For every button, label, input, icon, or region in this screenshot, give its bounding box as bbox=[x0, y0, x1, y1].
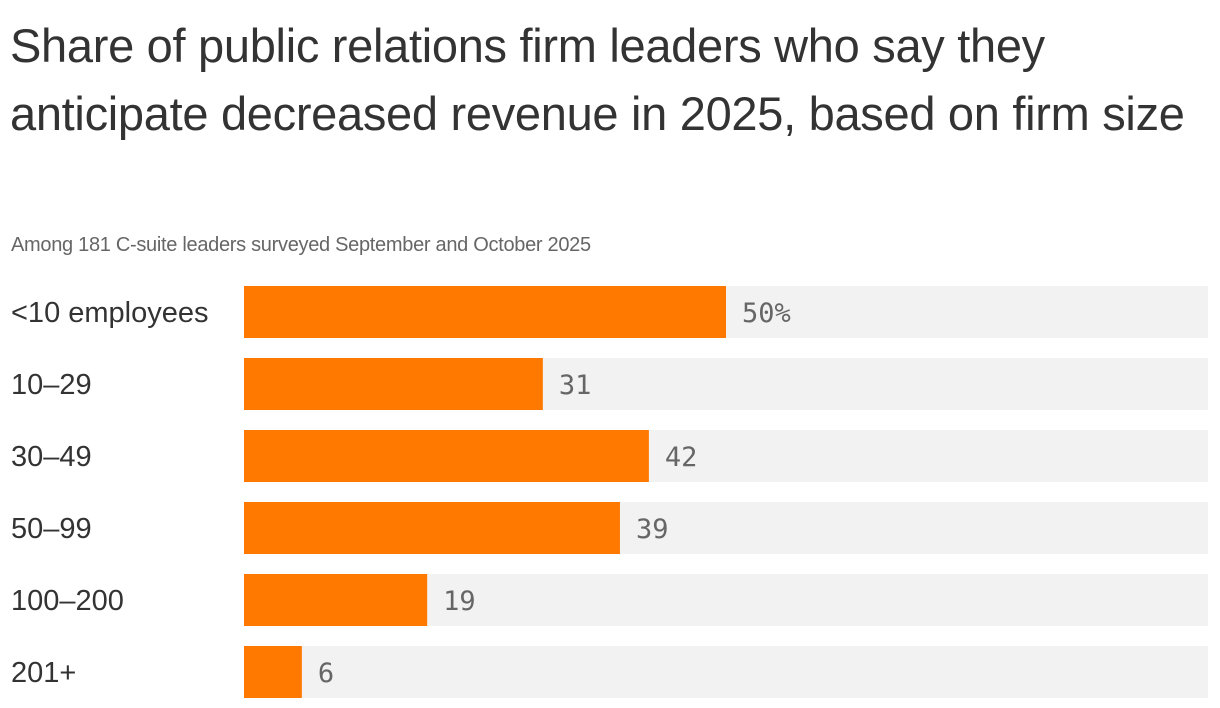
category-label: 10–29 bbox=[11, 369, 92, 401]
bar bbox=[244, 502, 620, 554]
bar bbox=[244, 430, 649, 482]
bar bbox=[244, 646, 302, 698]
category-label: 100–200 bbox=[11, 585, 124, 617]
value-label: 42 bbox=[665, 442, 698, 473]
value-label: 19 bbox=[443, 586, 476, 617]
value-label: 6 bbox=[318, 658, 334, 689]
chart-subtitle: Among 181 C-suite leaders surveyed Septe… bbox=[11, 234, 591, 256]
value-label: 50% bbox=[742, 298, 791, 329]
category-label: 50–99 bbox=[11, 513, 92, 545]
category-label: <10 employees bbox=[11, 297, 209, 329]
value-label: 31 bbox=[559, 370, 592, 401]
bar-track bbox=[244, 646, 1208, 698]
bar bbox=[244, 358, 543, 410]
chart-title: Share of public relations firm leaders w… bbox=[10, 19, 1185, 140]
bar bbox=[244, 574, 428, 626]
value-label: 39 bbox=[636, 514, 669, 545]
category-label: 201+ bbox=[11, 657, 76, 689]
category-label: 30–49 bbox=[11, 441, 92, 473]
bar bbox=[244, 286, 726, 338]
